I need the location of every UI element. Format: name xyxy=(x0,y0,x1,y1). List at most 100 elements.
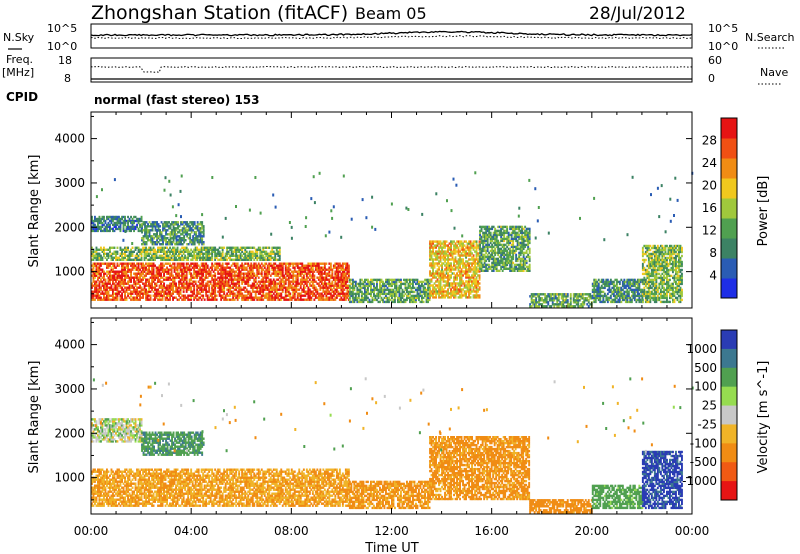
power-cell xyxy=(322,298,325,301)
power-cell xyxy=(182,298,185,301)
power-cell xyxy=(307,294,310,297)
power-cell xyxy=(311,262,314,265)
power-cell xyxy=(325,278,328,281)
power-cell xyxy=(286,268,289,271)
power-cell xyxy=(335,278,338,281)
power-cell xyxy=(371,300,374,304)
power-cell xyxy=(235,246,238,249)
power-cell xyxy=(251,270,254,273)
power-cell xyxy=(218,252,221,255)
power-cell xyxy=(137,290,140,293)
power-cell xyxy=(280,264,283,267)
power-cell xyxy=(280,274,283,277)
power-cell xyxy=(200,272,203,275)
power-cell xyxy=(432,274,434,277)
power-cell xyxy=(178,239,181,242)
power-cell xyxy=(100,258,102,261)
power-cell xyxy=(158,254,161,257)
power-cell xyxy=(128,280,131,283)
power-cell xyxy=(263,256,266,259)
power-cell xyxy=(353,280,356,284)
power-cell xyxy=(453,280,455,283)
power-cell xyxy=(457,246,460,249)
power-cell xyxy=(488,225,491,229)
power-cell xyxy=(305,290,308,293)
power-cell xyxy=(302,270,305,273)
power-cell xyxy=(260,252,263,255)
power-cell xyxy=(169,241,172,244)
power-cell xyxy=(200,286,203,289)
power-cell xyxy=(101,280,104,283)
power-cell xyxy=(441,274,443,277)
power-cell xyxy=(475,272,478,275)
power-cell xyxy=(447,264,449,267)
power-cell xyxy=(450,244,452,247)
power-cell xyxy=(456,260,458,263)
power-cell xyxy=(459,266,461,269)
power-cell xyxy=(242,256,245,259)
power-cell xyxy=(212,292,215,295)
power-cell xyxy=(407,278,410,282)
power-cell xyxy=(407,294,410,298)
power-cell xyxy=(295,278,298,281)
power-cell xyxy=(283,280,286,283)
power-cell xyxy=(145,284,147,287)
power-cell xyxy=(104,290,107,293)
power-cell xyxy=(221,266,224,269)
power-cell xyxy=(305,298,308,301)
power-cell xyxy=(419,286,422,290)
power-cell xyxy=(185,268,188,271)
power-cell xyxy=(193,243,196,246)
power-cell xyxy=(468,266,470,269)
power-cell xyxy=(447,250,449,253)
power-cell xyxy=(130,254,132,257)
power-cell xyxy=(254,252,257,255)
power-cell xyxy=(364,298,366,302)
power-cell xyxy=(91,274,93,277)
power-cell xyxy=(218,284,221,287)
power-cell xyxy=(432,262,434,265)
power-cell xyxy=(395,294,398,298)
power-cell xyxy=(104,248,107,251)
power-cell xyxy=(275,284,278,287)
power-cell xyxy=(254,254,257,257)
power-cell xyxy=(477,270,479,273)
power-cell xyxy=(286,278,289,281)
power-cell xyxy=(322,278,325,281)
power-cell xyxy=(254,292,257,295)
power-cell xyxy=(209,274,212,277)
power-cell xyxy=(424,286,426,290)
power-cell xyxy=(182,290,185,293)
power-cell xyxy=(226,272,229,275)
power-cell xyxy=(128,286,131,289)
power-cell xyxy=(230,264,233,267)
power-cell xyxy=(182,286,185,289)
power-cell xyxy=(454,260,457,263)
power-cell xyxy=(116,272,119,275)
power-cell xyxy=(474,260,476,263)
power-cell xyxy=(268,290,271,293)
power-cell xyxy=(269,298,272,301)
power-cell xyxy=(197,296,200,299)
power-cell xyxy=(157,278,159,281)
power-cell xyxy=(171,243,173,246)
power-cell xyxy=(280,268,283,271)
power-cell xyxy=(251,268,254,271)
power-cell xyxy=(224,268,227,271)
power-cell xyxy=(482,263,485,267)
power-cell xyxy=(154,278,156,281)
power-cell xyxy=(224,270,227,273)
power-cell xyxy=(116,256,119,259)
power-cell xyxy=(413,296,416,300)
power-cell xyxy=(166,221,169,224)
power-cell xyxy=(212,248,215,251)
power-cell xyxy=(233,284,236,287)
power-cell xyxy=(218,282,221,285)
power-cell xyxy=(180,223,182,226)
power-cell xyxy=(319,276,322,279)
power-cell xyxy=(112,256,114,259)
power-cell xyxy=(170,254,173,257)
power-cell xyxy=(412,300,414,304)
power-cell xyxy=(463,254,466,257)
power-cell xyxy=(172,235,175,238)
